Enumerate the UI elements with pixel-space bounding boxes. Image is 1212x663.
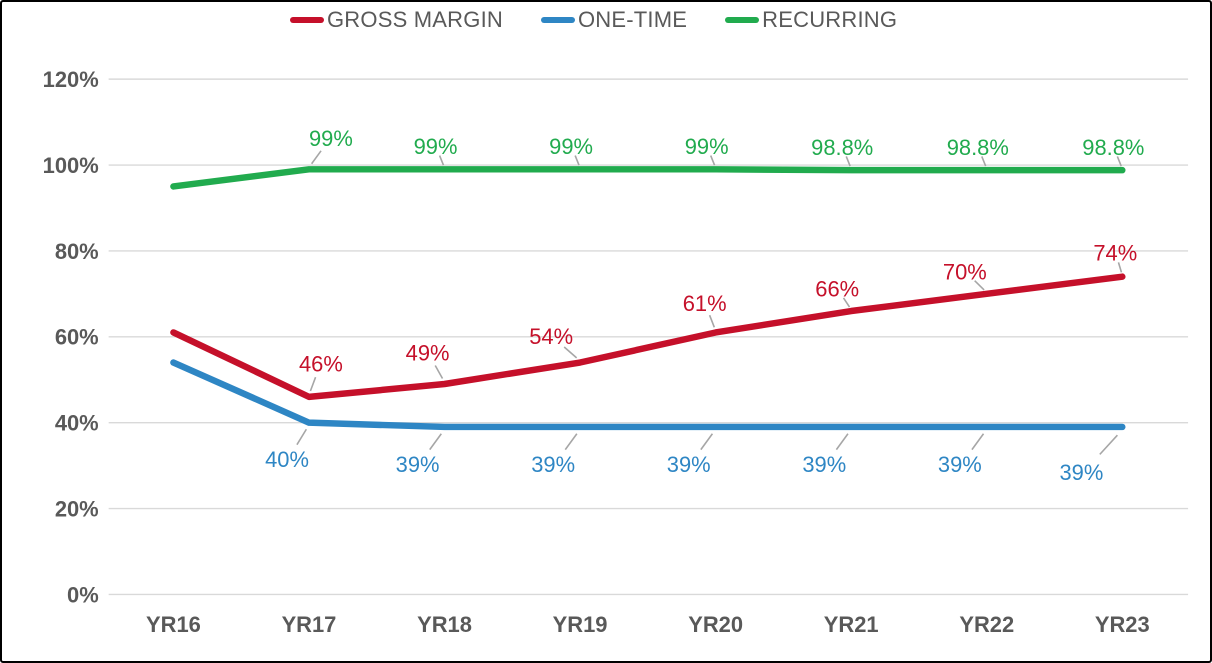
- x-axis-tick-label: YR21: [824, 612, 879, 637]
- x-axis-tick-label: YR22: [959, 612, 1014, 637]
- data-label: 99%: [685, 134, 729, 159]
- data-label: 61%: [683, 291, 727, 316]
- label-leader-line: [845, 156, 851, 167]
- data-label: 74%: [1093, 240, 1137, 265]
- legend-label-one-time: ONE-TIME: [577, 7, 688, 32]
- label-leader-line: [574, 155, 580, 166]
- legend-swatch-gross-margin: [290, 17, 324, 23]
- label-leader-line: [309, 376, 317, 392]
- series-line-recurring: [170, 166, 1126, 190]
- label-leader-line: [708, 314, 716, 328]
- y-axis-tick-label: 0%: [67, 582, 99, 607]
- legend-label-recurring: RECURRING: [762, 7, 898, 32]
- legend-item-one-time: ONE-TIME: [540, 7, 688, 33]
- x-axis-tick-label: YR20: [688, 612, 743, 637]
- data-label: 39%: [531, 452, 575, 477]
- legend-item-recurring: RECURRING: [725, 7, 897, 33]
- data-label: 39%: [667, 452, 711, 477]
- data-label: 46%: [299, 352, 343, 377]
- label-leader-line: [709, 155, 716, 166]
- data-label: 99%: [309, 126, 353, 151]
- data-label: 70%: [943, 259, 987, 284]
- y-axis-tick-label: 100%: [43, 153, 99, 178]
- series-line-one-time: [170, 359, 1126, 431]
- y-axis-tick-label: 20%: [55, 497, 99, 522]
- data-label: 66%: [815, 277, 859, 302]
- data-label: 49%: [406, 341, 450, 366]
- label-leader-line: [1117, 262, 1123, 273]
- label-leader-line: [1099, 434, 1118, 455]
- label-leader-line: [974, 280, 985, 291]
- label-leader-line: [842, 297, 851, 308]
- label-leader-line: [700, 433, 714, 451]
- label-leader-line: [296, 428, 308, 446]
- series-line-gross-margin: [170, 273, 1126, 401]
- data-label: 40%: [265, 447, 309, 472]
- data-label: 98.8%: [947, 135, 1009, 160]
- y-axis-tick-label: 80%: [55, 239, 99, 264]
- legend-label-gross-margin: GROSS MARGIN: [327, 7, 503, 32]
- label-leader-line: [835, 433, 849, 451]
- y-axis-tick-label: 60%: [55, 325, 99, 350]
- x-axis-tick-label: YR18: [417, 612, 472, 637]
- y-axis-tick-label: 40%: [55, 411, 99, 436]
- label-leader-line: [564, 433, 578, 451]
- data-label: 98.8%: [811, 135, 873, 160]
- legend-item-gross-margin: GROSS MARGIN: [290, 7, 503, 33]
- data-label: 39%: [396, 452, 440, 477]
- data-label: 54%: [529, 324, 573, 349]
- legend-swatch-one-time: [540, 17, 575, 23]
- label-leader-line: [310, 150, 322, 165]
- x-axis-tick-label: YR23: [1095, 612, 1150, 637]
- label-leader-line: [434, 365, 444, 379]
- data-label: 39%: [938, 452, 982, 477]
- data-label: 98.8%: [1082, 135, 1144, 160]
- label-leader-line: [429, 433, 442, 451]
- x-axis-tick-label: YR16: [146, 612, 201, 637]
- data-label: 99%: [549, 134, 593, 159]
- chart-legend: GROSS MARGIN ONE-TIME RECURRING: [290, 7, 897, 33]
- x-axis-tick-label: YR19: [553, 612, 608, 637]
- data-label: 39%: [802, 452, 846, 477]
- label-leader-line: [563, 346, 578, 359]
- label-leader-line: [971, 433, 985, 451]
- x-axis-tick-label: YR17: [282, 612, 337, 637]
- label-leader-line: [1116, 156, 1122, 167]
- y-axis-tick-label: 120%: [43, 67, 99, 92]
- data-label: 39%: [1059, 460, 1103, 485]
- legend-swatch-recurring: [725, 17, 760, 23]
- data-label: 99%: [414, 134, 458, 159]
- label-leader-line: [981, 156, 987, 167]
- label-leader-line: [438, 155, 445, 166]
